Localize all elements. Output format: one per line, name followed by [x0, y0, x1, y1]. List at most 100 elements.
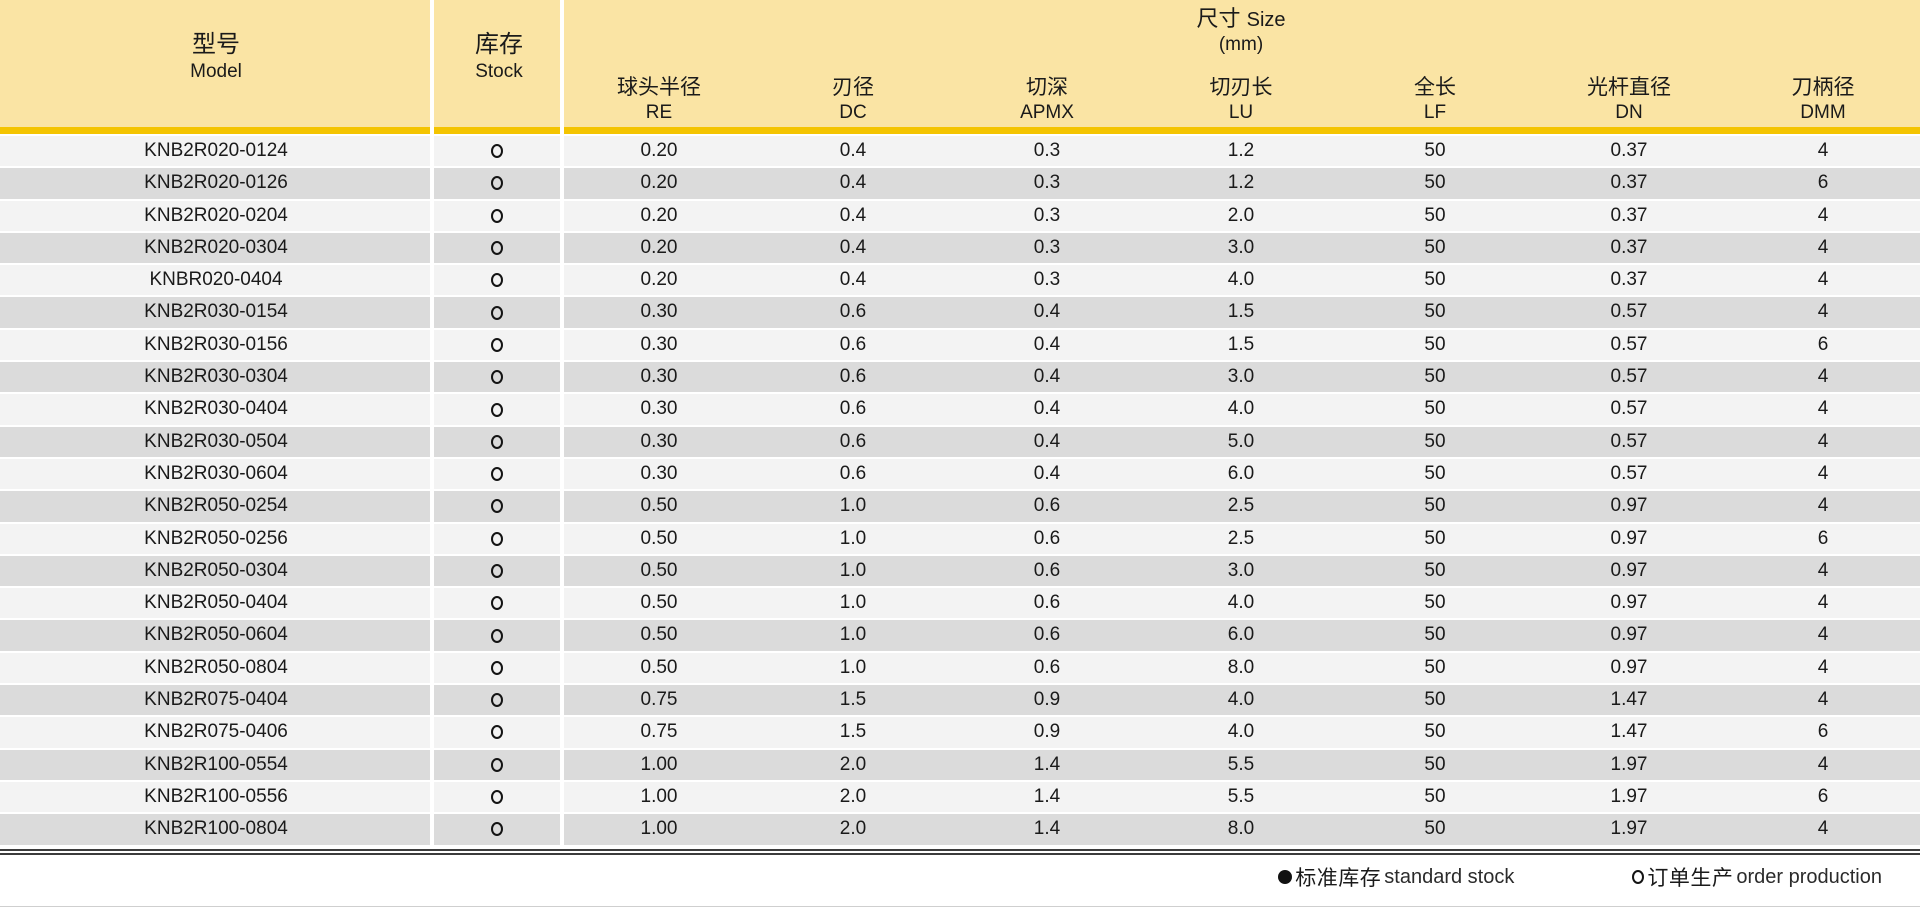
re-cell: 0.50 [640, 495, 678, 517]
lf-cell: 50 [1424, 301, 1446, 323]
order-production-icon [491, 434, 503, 449]
table-row: KNB2R030-0304 0.30 0.6 0.4 3.0 50 0.57 4 [0, 362, 1920, 393]
lu-cell: 4.0 [1227, 721, 1255, 743]
lu-cell: 2.0 [1227, 204, 1255, 226]
lu-cell: 1.2 [1227, 172, 1255, 194]
apmx-cell: 0.6 [1033, 656, 1061, 678]
apmx-cell: 0.9 [1033, 721, 1061, 743]
dmm-cell: 6 [1817, 333, 1829, 355]
lu-cell: 4.0 [1227, 398, 1255, 420]
order-production-icon [491, 273, 503, 288]
column-header-dn: 光杆直径 DN [1532, 74, 1726, 124]
order-production-icon [1632, 870, 1645, 884]
column-header-dc: 刃径 DC [756, 74, 950, 124]
apmx-cell: 0.4 [1033, 366, 1061, 388]
table-row: KNB2R050-0256 0.50 1.0 0.6 2.5 50 0.97 6 [0, 523, 1920, 554]
dn-cell: 0.97 [1610, 656, 1648, 678]
dmm-cell: 4 [1817, 656, 1829, 678]
standard-stock-icon [1278, 870, 1293, 884]
legend-order-production-zh: 订单生产 [1647, 867, 1734, 890]
dmm-cell: 4 [1817, 236, 1829, 258]
column-header-model-zh: 型号 [192, 30, 240, 58]
dn-cell: 0.37 [1610, 172, 1648, 194]
order-production-icon [491, 822, 503, 837]
table-bottom-rule [0, 849, 1920, 855]
model-cell: KNB2R030-0404 [144, 398, 288, 420]
column-separator-stock-size [560, 0, 564, 849]
stock-cell [432, 556, 562, 586]
re-cell: 0.20 [640, 236, 678, 258]
dc-cell: 1.0 [839, 624, 867, 646]
dmm-cell: 4 [1817, 624, 1829, 646]
re-cell: 0.75 [640, 721, 678, 743]
model-cell: KNB2R030-0304 [144, 366, 288, 388]
lu-cell: 1.2 [1227, 140, 1255, 161]
dmm-cell: 4 [1817, 204, 1829, 226]
dn-cell: 1.97 [1610, 753, 1648, 775]
column-header-zh: 刃径 [832, 76, 874, 99]
model-cell: KNB2R020-0124 [144, 140, 288, 161]
dc-cell: 0.4 [839, 204, 867, 226]
re-cell: 0.30 [640, 398, 678, 420]
dc-cell: 1.5 [839, 721, 867, 743]
legend-standard-stock-zh: 标准库存 [1295, 867, 1382, 890]
table-row: KNB2R050-0304 0.50 1.0 0.6 3.0 50 0.97 4 [0, 555, 1920, 587]
table-row: KNB2R100-0554 1.00 2.0 1.4 5.5 50 1.97 4 [0, 749, 1920, 780]
table-row: KNB2R075-0406 0.75 1.5 0.9 4.0 50 1.47 6 [0, 717, 1920, 748]
stock-cell [432, 427, 562, 457]
order-production-icon [491, 790, 503, 805]
model-cell: KNB2R050-0304 [144, 559, 288, 581]
dmm-cell: 6 [1817, 172, 1829, 194]
lu-cell: 5.0 [1227, 430, 1255, 452]
lf-cell: 50 [1424, 366, 1446, 388]
dn-cell: 0.57 [1610, 462, 1648, 484]
lf-cell: 50 [1424, 785, 1446, 807]
apmx-cell: 0.6 [1033, 495, 1061, 517]
table-row: KNB2R030-0504 0.30 0.6 0.4 5.0 50 0.57 4 [0, 426, 1920, 457]
apmx-cell: 0.4 [1033, 462, 1061, 484]
column-separator-model-stock [430, 0, 434, 849]
dc-cell: 0.6 [839, 398, 867, 420]
order-production-icon [491, 305, 503, 320]
lu-cell: 2.5 [1227, 495, 1255, 517]
apmx-cell: 0.9 [1033, 689, 1061, 711]
column-header-abbr: DN [1615, 102, 1643, 123]
dc-cell: 1.0 [839, 527, 867, 549]
dc-cell: 0.6 [839, 333, 867, 355]
dc-cell: 1.5 [839, 689, 867, 711]
order-production-icon [491, 176, 503, 191]
model-cell: KNB2R050-0804 [144, 656, 288, 678]
dn-cell: 0.57 [1610, 430, 1648, 452]
stock-cell [432, 459, 562, 489]
column-header-abbr: LF [1423, 102, 1447, 123]
lu-cell: 8.0 [1227, 818, 1255, 840]
re-cell: 0.50 [640, 624, 678, 646]
order-production-icon [491, 402, 503, 417]
order-production-icon [491, 337, 503, 352]
model-cell: KNB2R050-0604 [144, 624, 288, 646]
model-cell: KNB2R050-0254 [144, 495, 288, 517]
lf-cell: 50 [1424, 818, 1446, 840]
stock-cell [432, 201, 562, 231]
order-production-icon [491, 564, 503, 578]
column-header-zh: 切刃长 [1209, 76, 1273, 99]
legend-standard-stock: 标准库存 standard stock [1278, 862, 1514, 892]
lu-cell: 6.0 [1227, 624, 1255, 646]
dn-cell: 0.97 [1610, 559, 1648, 581]
dn-cell: 0.57 [1610, 366, 1648, 388]
size-column-headers: 球头半径 RE 刃径 DC 切深 APMX 切刃长 LU 全长 LF 光杆直径 DN 刀柄径 DMM [562, 74, 1920, 124]
lu-cell: 4.0 [1227, 592, 1255, 614]
dmm-cell: 4 [1817, 366, 1829, 388]
size-group-title-line: 尺寸 Size [562, 6, 1920, 33]
dmm-cell: 4 [1817, 559, 1829, 581]
dc-cell: 1.0 [839, 495, 867, 517]
lu-cell: 5.5 [1227, 785, 1255, 807]
apmx-cell: 0.3 [1033, 204, 1061, 226]
table-row: KNB2R030-0156 0.30 0.6 0.4 1.5 50 0.57 6 [0, 329, 1920, 361]
order-production-icon [491, 241, 503, 256]
order-production-icon [491, 531, 503, 546]
re-cell: 0.20 [640, 269, 678, 291]
stock-cell [432, 524, 562, 554]
dmm-cell: 4 [1817, 269, 1829, 291]
